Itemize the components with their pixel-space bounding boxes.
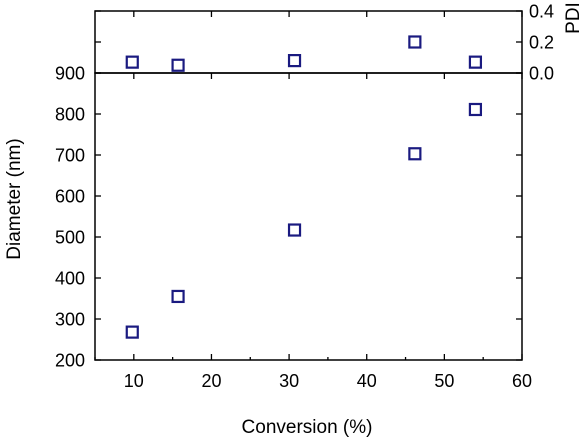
y-tick-label-diameter: 900 xyxy=(55,64,85,84)
diameter-data-point xyxy=(171,289,185,304)
x-tick-label: 30 xyxy=(279,371,299,391)
pdi-data-point xyxy=(287,53,302,68)
y-tick-label-diameter: 700 xyxy=(55,146,85,166)
y-tick-label-diameter: 800 xyxy=(55,105,85,125)
pdi-data-point xyxy=(468,55,483,69)
y-tick-label-diameter: 600 xyxy=(55,187,85,207)
y-axis-title-diameter: Diameter (nm) xyxy=(4,138,25,259)
x-tick-label: 60 xyxy=(512,371,532,391)
plot-frames xyxy=(94,10,523,361)
y-tick-label-diameter: 300 xyxy=(55,310,85,330)
x-tick-label: 40 xyxy=(357,371,377,391)
x-axis-title: Conversion (%) xyxy=(242,417,373,438)
axis-tick-labels: 10 20 30 40 50 60 0.0 0.2 0.4 200 300 400 500 600 700 8… xyxy=(55,2,554,392)
y-tick-label-pdi: 0.2 xyxy=(529,33,554,53)
pdi-data-point xyxy=(408,35,422,49)
x-tick-label: 50 xyxy=(434,371,454,391)
y-tick-label-diameter: 500 xyxy=(55,228,85,248)
diameter-panel-frame xyxy=(94,72,523,361)
diameter-data-point xyxy=(468,102,483,117)
diameter-data-point xyxy=(287,223,302,237)
axis-ticks xyxy=(94,10,523,361)
pdi-data-point xyxy=(125,55,139,69)
pdi-data-point xyxy=(171,58,185,72)
x-tick-label: 20 xyxy=(201,371,221,391)
x-tick-label: 10 xyxy=(124,371,144,391)
pdi-panel-frame xyxy=(94,10,523,74)
y-tick-label-diameter: 400 xyxy=(55,269,85,289)
y-tick-label-diameter: 200 xyxy=(55,351,85,371)
y-tick-label-pdi: 0.0 xyxy=(529,64,554,84)
diameter-data-point xyxy=(408,147,422,161)
y-axis-title-pdi: PDI xyxy=(563,2,584,34)
data-markers xyxy=(125,35,483,339)
y-tick-label-pdi: 0.4 xyxy=(529,2,554,22)
diameter-data-point xyxy=(125,325,139,339)
